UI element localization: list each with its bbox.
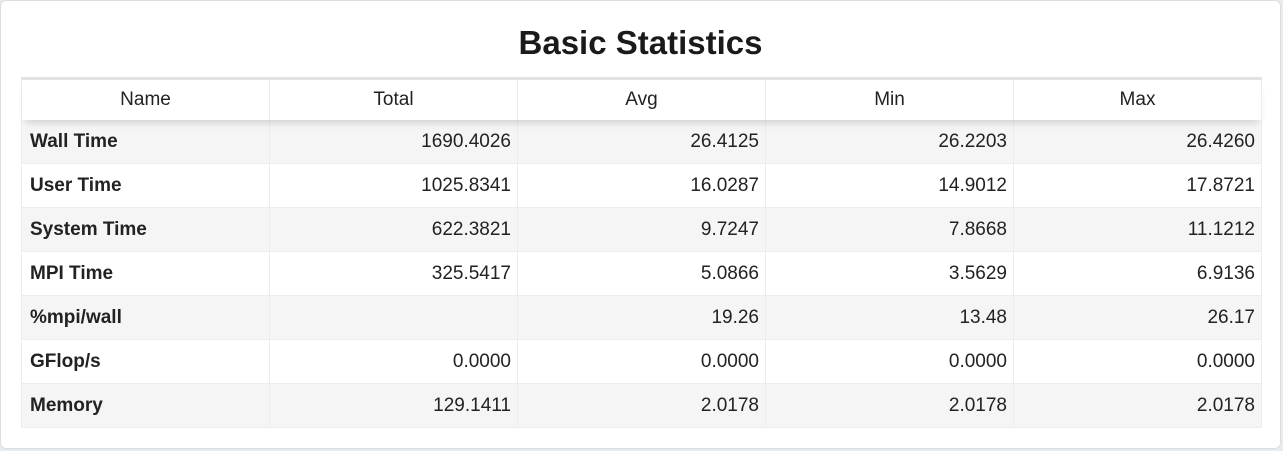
row-max: 11.1212 bbox=[1013, 207, 1262, 252]
statistics-table: Name Total Avg Min Max Wall Time 1690.40… bbox=[21, 80, 1262, 428]
row-max: 0.0000 bbox=[1013, 339, 1262, 384]
row-min: 7.8668 bbox=[765, 207, 1014, 252]
table-row: GFlop/s 0.0000 0.0000 0.0000 0.0000 bbox=[21, 339, 1262, 384]
table-row: User Time 1025.8341 16.0287 14.9012 17.8… bbox=[21, 163, 1262, 208]
row-avg: 0.0000 bbox=[517, 339, 766, 384]
row-name: System Time bbox=[21, 207, 270, 252]
row-name: User Time bbox=[21, 163, 270, 208]
row-min: 14.9012 bbox=[765, 163, 1014, 208]
row-avg: 16.0287 bbox=[517, 163, 766, 208]
column-header-name: Name bbox=[21, 80, 270, 120]
row-avg: 26.4125 bbox=[517, 120, 766, 164]
table-row: Memory 129.1411 2.0178 2.0178 2.0178 bbox=[21, 383, 1262, 428]
row-total bbox=[269, 295, 518, 340]
row-min: 3.5629 bbox=[765, 251, 1014, 296]
row-max: 26.4260 bbox=[1013, 120, 1262, 164]
table-header-row: Name Total Avg Min Max bbox=[21, 80, 1262, 120]
table-row: MPI Time 325.5417 5.0866 3.5629 6.9136 bbox=[21, 251, 1262, 296]
row-name: MPI Time bbox=[21, 251, 270, 296]
row-min: 0.0000 bbox=[765, 339, 1014, 384]
column-header-max: Max bbox=[1013, 80, 1262, 120]
row-total: 622.3821 bbox=[269, 207, 518, 252]
row-max: 26.17 bbox=[1013, 295, 1262, 340]
row-name: %mpi/wall bbox=[21, 295, 270, 340]
table-row: System Time 622.3821 9.7247 7.8668 11.12… bbox=[21, 207, 1262, 252]
row-name: Memory bbox=[21, 383, 270, 428]
row-total: 0.0000 bbox=[269, 339, 518, 384]
table-row: Wall Time 1690.4026 26.4125 26.2203 26.4… bbox=[21, 120, 1262, 164]
column-header-avg: Avg bbox=[517, 80, 766, 120]
table-row: %mpi/wall 19.26 13.48 26.17 bbox=[21, 295, 1262, 340]
row-total: 325.5417 bbox=[269, 251, 518, 296]
row-max: 6.9136 bbox=[1013, 251, 1262, 296]
row-min: 13.48 bbox=[765, 295, 1014, 340]
row-name: Wall Time bbox=[21, 120, 270, 164]
row-total: 1025.8341 bbox=[269, 163, 518, 208]
row-name: GFlop/s bbox=[21, 339, 270, 384]
page-title: Basic Statistics bbox=[518, 24, 763, 61]
row-avg: 5.0866 bbox=[517, 251, 766, 296]
row-avg: 2.0178 bbox=[517, 383, 766, 428]
row-total: 129.1411 bbox=[269, 383, 518, 428]
statistics-table-container: Name Total Avg Min Max Wall Time 1690.40… bbox=[21, 77, 1262, 428]
row-avg: 9.7247 bbox=[517, 207, 766, 252]
column-header-total: Total bbox=[269, 80, 518, 120]
row-min: 2.0178 bbox=[765, 383, 1014, 428]
row-max: 17.8721 bbox=[1013, 163, 1262, 208]
row-max: 2.0178 bbox=[1013, 383, 1262, 428]
row-avg: 19.26 bbox=[517, 295, 766, 340]
column-header-min: Min bbox=[765, 80, 1014, 120]
row-min: 26.2203 bbox=[765, 120, 1014, 164]
row-total: 1690.4026 bbox=[269, 120, 518, 164]
